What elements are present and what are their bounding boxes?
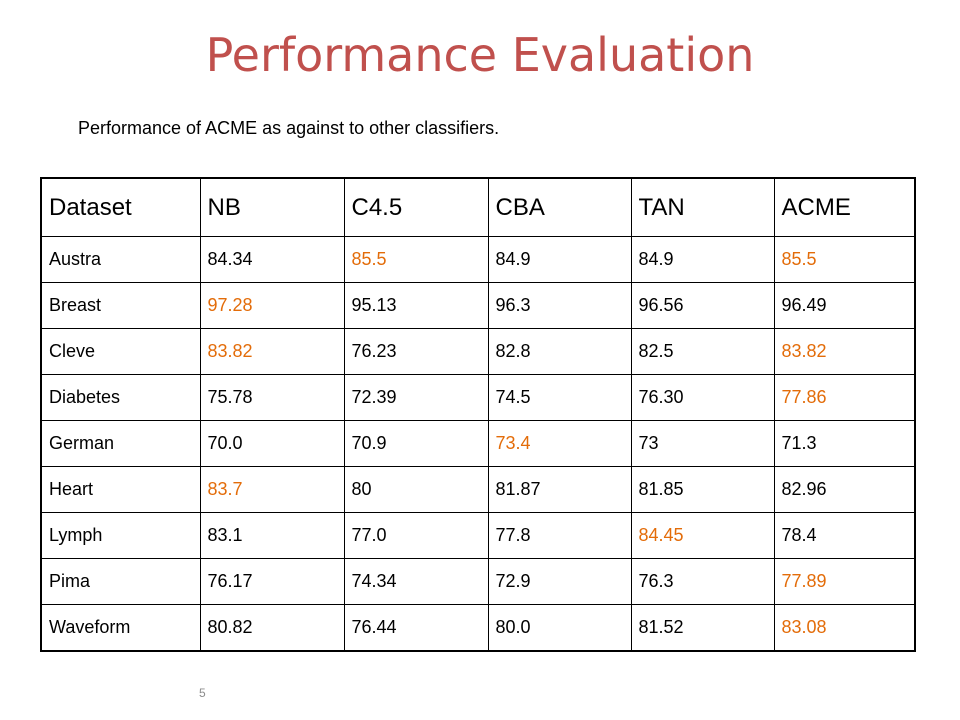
table-header-row: Dataset NB C4.5 CBA TAN ACME [40,177,916,237]
classifier-results-table: Dataset NB C4.5 CBA TAN ACME Austra 84.3… [40,177,916,652]
table-cell: 76.23 [343,328,489,375]
header-cba: CBA [487,177,632,237]
table-cell: 83.82 [773,328,916,375]
table-cell: 70.9 [343,420,489,467]
table-cell: 80.0 [487,604,632,652]
table-cell: 81.52 [630,604,775,652]
table-cell: 78.4 [773,512,916,559]
table-cell: 76.44 [343,604,489,652]
table-cell: 85.5 [343,236,489,283]
table-cell: 77.89 [773,558,916,605]
table-cell: Pima [40,558,201,605]
table-cell: Austra [40,236,201,283]
table-cell: 84.45 [630,512,775,559]
header-tan: TAN [630,177,775,237]
table-cell: Diabetes [40,374,201,421]
table-cell: 72.9 [487,558,632,605]
table-cell: Waveform [40,604,201,652]
table-cell: 96.49 [773,282,916,329]
table-cell: 83.7 [199,466,345,513]
table-row: Diabetes 75.78 72.39 74.5 76.30 77.86 [40,374,916,421]
table-row: Austra 84.34 85.5 84.9 84.9 85.5 [40,236,916,283]
table-cell: 85.5 [773,236,916,283]
table-cell: 72.39 [343,374,489,421]
table-cell: 81.85 [630,466,775,513]
table-cell: 80.82 [199,604,345,652]
slide-title: Performance Evaluation [205,28,755,82]
table-cell: Breast [40,282,201,329]
table-cell: 84.34 [199,236,345,283]
table-row: Heart 83.7 80 81.87 81.85 82.96 [40,466,916,513]
table-cell: Heart [40,466,201,513]
table-cell: 83.82 [199,328,345,375]
table-cell: 76.30 [630,374,775,421]
table-cell: 95.13 [343,282,489,329]
table-row: Waveform 80.82 76.44 80.0 81.52 83.08 [40,604,916,652]
table-cell: 75.78 [199,374,345,421]
header-c45: C4.5 [343,177,489,237]
table-cell: 83.1 [199,512,345,559]
table-cell: 71.3 [773,420,916,467]
table-cell: Lymph [40,512,201,559]
table-cell: 83.08 [773,604,916,652]
header-dataset: Dataset [40,177,201,237]
table-row: Cleve 83.82 76.23 82.8 82.5 83.82 [40,328,916,375]
table-row: Breast 97.28 95.13 96.3 96.56 96.49 [40,282,916,329]
header-acme: ACME [773,177,916,237]
table-cell: 97.28 [199,282,345,329]
table-cell: 77.8 [487,512,632,559]
table-cell: 82.8 [487,328,632,375]
table-cell: 80 [343,466,489,513]
table-row: German 70.0 70.9 73.4 73 71.3 [40,420,916,467]
table-cell: 82.96 [773,466,916,513]
table-row: Lymph 83.1 77.0 77.8 84.45 78.4 [40,512,916,559]
table-cell: 96.56 [630,282,775,329]
table-cell: 73.4 [487,420,632,467]
table-row: Pima 76.17 74.34 72.9 76.3 77.89 [40,558,916,605]
table-cell: 74.5 [487,374,632,421]
table-cell: 81.87 [487,466,632,513]
table-body: Austra 84.34 85.5 84.9 84.9 85.5 Breast … [40,236,916,652]
table-cell: 76.17 [199,558,345,605]
slide-subtitle: Performance of ACME as against to other … [78,118,500,138]
table-cell: 74.34 [343,558,489,605]
table-cell: 73 [630,420,775,467]
page-number: 5 [199,686,206,700]
table-cell: 70.0 [199,420,345,467]
table-cell: Cleve [40,328,201,375]
header-nb: NB [199,177,345,237]
table-cell: 76.3 [630,558,775,605]
table-cell: 96.3 [487,282,632,329]
table-cell: 84.9 [630,236,775,283]
table-cell: 82.5 [630,328,775,375]
table-cell: 84.9 [487,236,632,283]
table-cell: 77.86 [773,374,916,421]
table-cell: German [40,420,201,467]
table-cell: 77.0 [343,512,489,559]
